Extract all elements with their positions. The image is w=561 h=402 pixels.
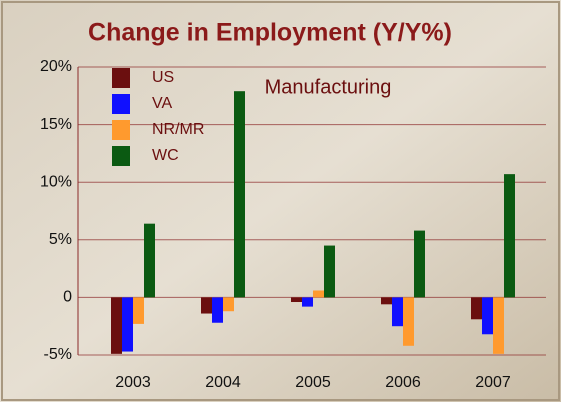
legend-label: VA <box>152 95 172 112</box>
legend-swatch <box>112 120 130 140</box>
bar <box>471 297 482 320</box>
bar <box>122 297 133 352</box>
legend-swatch <box>112 146 130 166</box>
bar <box>493 297 504 354</box>
bar <box>482 297 493 335</box>
bar <box>291 297 302 303</box>
legend-label: NR/MR <box>152 121 204 138</box>
y-tick-label: 5% <box>49 231 72 248</box>
legend-label: WC <box>152 147 179 164</box>
bar <box>111 297 122 354</box>
annotation: Manufacturing <box>265 76 392 98</box>
chart-title: Change in Employment (Y/Y%) <box>88 19 452 47</box>
bar <box>212 297 223 323</box>
y-tick-label: 15% <box>40 116 72 133</box>
bar <box>223 297 234 312</box>
bar <box>392 297 403 327</box>
y-tick-label: 0 <box>63 289 72 306</box>
bar <box>504 174 515 298</box>
legend-label: US <box>152 69 174 86</box>
y-tick-label: 10% <box>40 173 72 190</box>
bar <box>403 297 414 346</box>
bar <box>144 223 155 298</box>
x-tick-label: 2004 <box>205 374 241 391</box>
y-tick-label: -5% <box>44 346 72 363</box>
x-tick-label: 2003 <box>115 374 151 391</box>
bar <box>414 230 425 298</box>
bar <box>302 297 313 307</box>
legend-swatch <box>112 94 130 114</box>
bar <box>313 290 324 298</box>
bar <box>234 91 245 298</box>
bar <box>381 297 392 305</box>
x-tick-label: 2006 <box>385 374 421 391</box>
x-tick-label: 2005 <box>295 374 331 391</box>
legend-swatch <box>112 68 130 88</box>
bar <box>133 297 144 324</box>
bar <box>324 245 335 298</box>
bar <box>201 297 212 314</box>
y-tick-label: 20% <box>40 58 72 75</box>
x-tick-label: 2007 <box>475 374 511 391</box>
